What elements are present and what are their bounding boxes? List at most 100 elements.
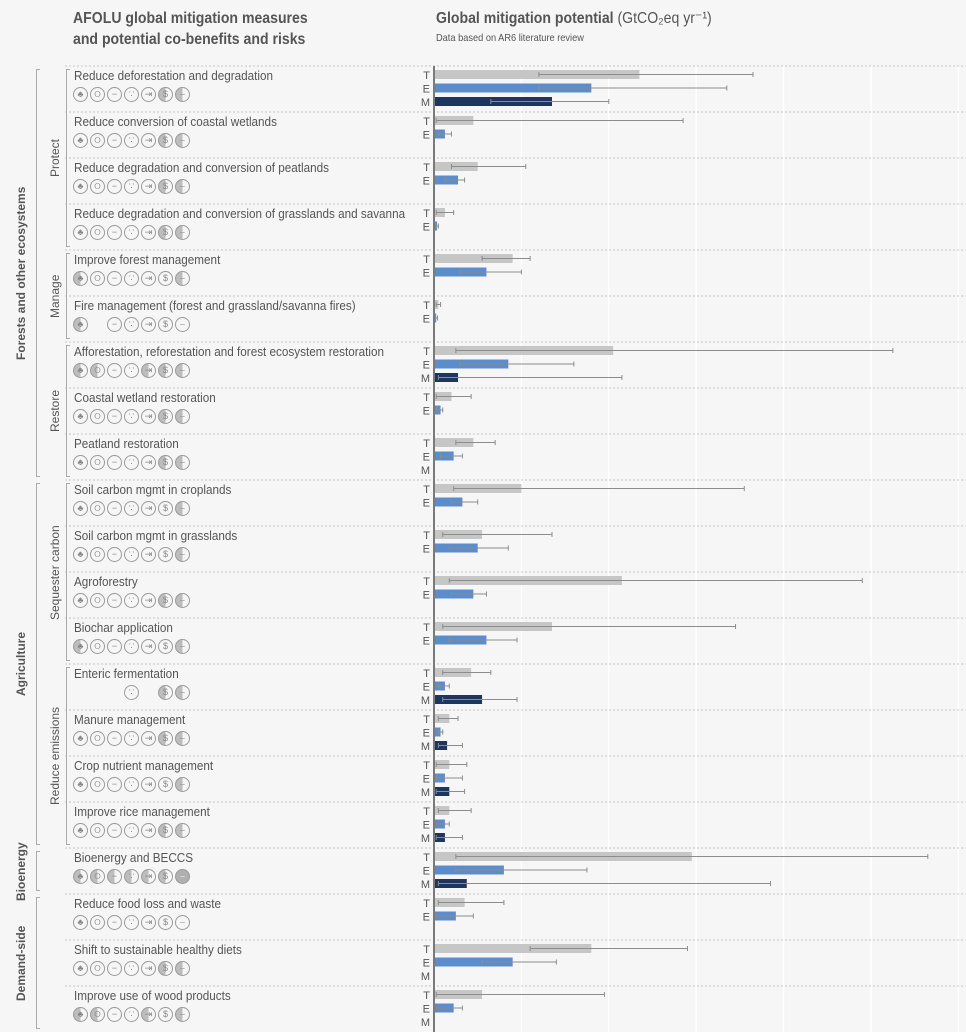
dollar-icon: $: [158, 133, 173, 148]
food-bowl-icon: ⌣: [175, 133, 190, 148]
group-label: Protect: [48, 138, 62, 177]
land-water-icon: −: [107, 961, 122, 976]
tree-icon: ♣: [73, 179, 88, 194]
measure-label: Soil carbon mgmt in croplands: [74, 482, 232, 497]
group-label: Restore: [48, 389, 62, 432]
co-benefit-icons: ♣୦−∵⇥$⌣: [73, 271, 190, 286]
group-label: Demand-side: [14, 925, 28, 1001]
dollar-icon: $: [158, 547, 173, 562]
arrow-in-icon: ⇥: [141, 915, 156, 930]
dollar-icon: $: [158, 685, 173, 700]
plant-icon: ∵: [124, 547, 139, 562]
plant-icon: ∵: [124, 87, 139, 102]
plant-icon: ∵: [124, 731, 139, 746]
co-benefit-icons: ♣୦−∵⇥$⌣: [73, 731, 190, 746]
measure-label: Peatland restoration: [74, 436, 179, 451]
arrow-in-icon: ⇥: [141, 593, 156, 608]
water-drop-icon: ୦: [90, 501, 105, 516]
co-benefit-icons: ♣୦−∵⇥$⌣: [73, 777, 190, 792]
tree-icon: ♣: [73, 961, 88, 976]
series-letter-T: T: [423, 392, 430, 404]
food-bowl-icon: ⌣: [175, 639, 190, 654]
dollar-icon: $: [158, 409, 173, 424]
plant-icon: ∵: [124, 593, 139, 608]
arrow-in-icon: ⇥: [141, 823, 156, 838]
land-water-icon: −: [107, 915, 122, 930]
chart-title-text: Global mitigation potential: [436, 10, 614, 27]
tree-icon: ♣: [73, 133, 88, 148]
dollar-icon: $: [158, 225, 173, 240]
plant-icon: ∵: [124, 455, 139, 470]
series-letter-M: M: [421, 97, 430, 109]
food-bowl-icon: ⌣: [175, 915, 190, 930]
measure-label: Biochar application: [74, 620, 173, 635]
dollar-icon: $: [158, 593, 173, 608]
food-bowl-icon: ⌣: [175, 823, 190, 838]
co-benefit-icons: ♣୦−∵⇥$⌣: [73, 915, 190, 930]
food-bowl-icon: ⌣: [175, 501, 190, 516]
plant-icon: ∵: [124, 869, 139, 884]
arrow-in-icon: ⇥: [141, 639, 156, 654]
tree-icon: ♣: [73, 731, 88, 746]
water-drop-icon: ୦: [90, 133, 105, 148]
series-letter-E: E: [423, 912, 430, 924]
measure-label: Reduce conversion of coastal wetlands: [74, 114, 277, 129]
arrow-in-icon: ⇥: [141, 133, 156, 148]
water-drop-icon: ୦: [90, 731, 105, 746]
co-benefit-icons: ♣୦−∵⇥$⌣: [73, 317, 190, 332]
land-water-icon: −: [107, 409, 122, 424]
series-letter-T: T: [423, 530, 430, 542]
plant-icon: ∵: [124, 961, 139, 976]
series-letter-E: E: [423, 728, 430, 740]
water-drop-icon: ୦: [90, 915, 105, 930]
dollar-icon: $: [158, 179, 173, 194]
measure-label: Reduce degradation and conversion of pea…: [74, 160, 329, 175]
arrow-in-icon: ⇥: [141, 869, 156, 884]
series-letter-M: M: [421, 695, 430, 707]
series-letter-T: T: [423, 438, 430, 450]
arrow-in-icon: ⇥: [141, 271, 156, 286]
measure-label: Reduce food loss and waste: [74, 896, 221, 911]
water-drop-icon: ୦: [90, 777, 105, 792]
plant-icon: ∵: [124, 915, 139, 930]
arrow-in-icon: ⇥: [141, 1007, 156, 1022]
series-letter-T: T: [423, 806, 430, 818]
left-header-line1: AFOLU global mitigation measures: [73, 10, 308, 27]
land-water-icon: −: [107, 639, 122, 654]
series-letter-T: T: [423, 346, 430, 358]
dollar-icon: $: [158, 731, 173, 746]
food-bowl-icon: ⌣: [175, 961, 190, 976]
dollar-icon: $: [158, 915, 173, 930]
land-water-icon: −: [107, 317, 122, 332]
tree-icon: ♣: [73, 455, 88, 470]
dollar-icon: $: [158, 363, 173, 378]
co-benefit-icons: ♣୦−∵⇥$⌣: [73, 823, 190, 838]
food-bowl-icon: ⌣: [175, 731, 190, 746]
left-header: AFOLU global mitigation measures and pot…: [73, 8, 308, 50]
series-letter-E: E: [423, 590, 430, 602]
co-benefit-icons: ♣୦−∵⇥$⌣: [73, 685, 190, 700]
co-benefit-icons: ♣୦−∵⇥$⌣: [73, 455, 190, 470]
measure-label: Shift to sustainable healthy diets: [74, 942, 242, 957]
plant-icon: ∵: [124, 363, 139, 378]
co-benefit-icons: ♣୦−∵⇥$⌣: [73, 133, 190, 148]
food-bowl-icon: ⌣: [175, 593, 190, 608]
arrow-in-icon: ⇥: [141, 777, 156, 792]
measure-label: Improve rice management: [74, 804, 210, 819]
water-drop-icon: ୦: [90, 179, 105, 194]
arrow-in-icon: ⇥: [141, 409, 156, 424]
tree-icon: ♣: [73, 915, 88, 930]
arrow-in-icon: ⇥: [141, 547, 156, 562]
series-letter-M: M: [421, 373, 430, 385]
arrow-in-icon: ⇥: [141, 225, 156, 240]
co-benefit-icons: ♣୦−∵⇥$⌣: [73, 363, 190, 378]
co-benefit-icons: ♣୦−∵⇥$⌣: [73, 225, 190, 240]
measure-label: Reduce degradation and conversion of gra…: [74, 206, 406, 221]
plant-icon: ∵: [124, 271, 139, 286]
series-letter-E: E: [423, 452, 430, 464]
series-letter-M: M: [421, 971, 430, 983]
dollar-icon: $: [158, 1007, 173, 1022]
land-water-icon: −: [107, 731, 122, 746]
dollar-icon: $: [158, 317, 173, 332]
